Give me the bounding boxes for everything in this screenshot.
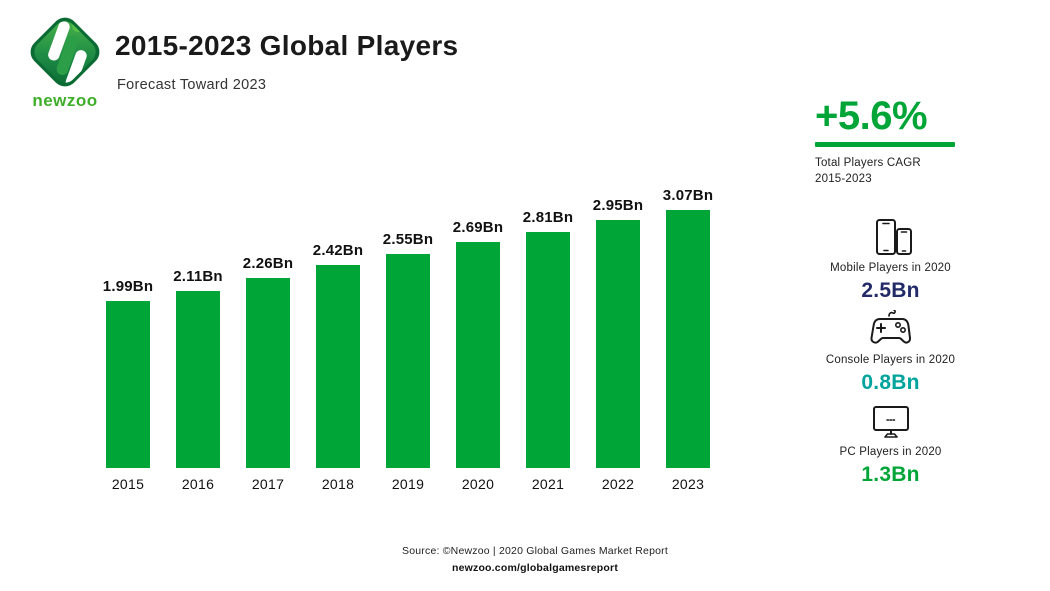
- stat-console: Console Players in 2020 0.8Bn: [808, 310, 973, 395]
- gamepad-icon: [808, 310, 973, 348]
- bar-value-label: 2.81Bn: [522, 209, 574, 226]
- cagr-value: +5.6%: [815, 94, 928, 138]
- bar-value-label: 1.99Bn: [102, 278, 154, 295]
- bar-2015: [106, 301, 150, 468]
- bar-group-2017: 2.26Bn 2017: [233, 184, 303, 494]
- x-axis-tick-label: 2017: [251, 476, 285, 492]
- bar-group-2019: 2.55Bn 2019: [373, 184, 443, 494]
- cagr-label-line2: 2015-2023: [815, 172, 872, 185]
- bar-value-label: 3.07Bn: [662, 187, 714, 204]
- bar-2018: [316, 265, 360, 468]
- x-axis-tick-label: 2021: [531, 476, 565, 492]
- x-axis-tick-label: 2015: [111, 476, 145, 492]
- bar-2017: [246, 278, 290, 468]
- bar-group-2022: 2.95Bn 2022: [583, 184, 653, 494]
- page-title: 2015-2023 Global Players: [115, 30, 459, 61]
- stat-mobile-label: Mobile Players in 2020: [830, 262, 951, 274]
- bar-group-2016: 2.11Bn 2016: [163, 184, 233, 494]
- bar-value-label: 2.95Bn: [592, 197, 644, 214]
- bar-2019: [386, 254, 430, 468]
- bar-group-2018: 2.42Bn 2018: [303, 184, 373, 494]
- bar-2022: [596, 220, 640, 468]
- cagr-label: Total Players CAGR 2015-2023: [815, 156, 975, 187]
- source-text: Source: ©Newzoo | 2020 Global Games Mark…: [402, 545, 668, 557]
- cagr-underline: [815, 142, 955, 147]
- stat-mobile: Mobile Players in 2020 2.5Bn: [808, 218, 973, 303]
- x-axis-tick-label: 2019: [391, 476, 425, 492]
- x-axis-tick-label: 2020: [461, 476, 495, 492]
- x-axis-tick-label: 2022: [601, 476, 635, 492]
- bar-2016: [176, 291, 220, 468]
- stat-mobile-value: 2.5Bn: [861, 279, 920, 302]
- bar-value-label: 2.11Bn: [173, 268, 223, 285]
- bar-group-2023: 3.07Bn 2023: [653, 184, 723, 494]
- bar-2020: [456, 242, 500, 468]
- bar-value-label: 2.42Bn: [312, 242, 364, 259]
- bar-value-label: 2.69Bn: [452, 219, 504, 236]
- stat-pc-value: 1.3Bn: [861, 463, 920, 486]
- mobile-devices-icon: [808, 218, 973, 256]
- cagr-block: +5.6% Total Players CAGR 2015-2023: [815, 94, 975, 187]
- stat-console-label: Console Players in 2020: [825, 354, 956, 366]
- x-axis-tick-label: 2018: [321, 476, 355, 492]
- stat-pc: PC Players in 2020 1.3Bn: [808, 402, 973, 487]
- bar-group-2015: 1.99Bn 2015: [93, 184, 163, 494]
- bar-2023: [666, 210, 710, 468]
- page-subtitle: Forecast Toward 2023: [117, 77, 267, 93]
- stat-pc-label: PC Players in 2020: [839, 446, 942, 458]
- bar-value-label: 2.55Bn: [382, 231, 434, 248]
- newzoo-logo: newzoo: [26, 14, 104, 111]
- x-axis-tick-label: 2023: [671, 476, 705, 492]
- report-link[interactable]: newzoo.com/globalgamesreport: [451, 562, 619, 574]
- bar-value-label: 2.26Bn: [242, 255, 294, 272]
- bar-group-2020: 2.69Bn 2020: [443, 184, 513, 494]
- bar-group-2021: 2.81Bn 2021: [513, 184, 583, 494]
- newzoo-logo-icon: [30, 16, 100, 88]
- bar-chart: 1.99Bn 2015 2.11Bn 2016 2.26Bn 2017 2.42Bn 2018…: [93, 184, 725, 494]
- monitor-icon: [808, 402, 973, 440]
- logo-wordmark: newzoo: [32, 91, 98, 110]
- cagr-label-line1: Total Players CAGR: [815, 157, 921, 169]
- bar-2021: [526, 232, 570, 468]
- stat-console-value: 0.8Bn: [861, 371, 920, 394]
- x-axis-tick-label: 2016: [181, 476, 215, 492]
- source-footer: Source: ©Newzoo | 2020 Global Games Mark…: [285, 545, 785, 576]
